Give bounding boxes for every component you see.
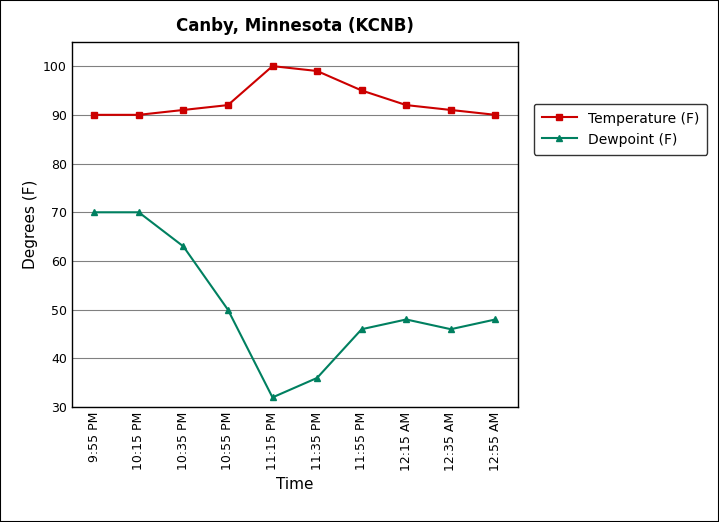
Dewpoint (F) [90,209,99,216]
Dewpoint (F) [402,316,411,323]
Y-axis label: Degrees (F): Degrees (F) [22,180,37,269]
Temperature (F) [357,87,366,93]
Legend: Temperature (F), Dewpoint (F): Temperature (F), Dewpoint (F) [533,103,707,155]
Temperature (F) [313,68,321,74]
Dewpoint (F) [268,394,277,400]
Temperature (F) [224,102,232,108]
Dewpoint (F) [446,326,455,333]
Dewpoint (F) [491,316,500,323]
Title: Canby, Minnesota (KCNB): Canby, Minnesota (KCNB) [176,17,413,34]
Dewpoint (F) [224,306,232,313]
Temperature (F) [90,112,99,118]
Dewpoint (F) [313,375,321,381]
Temperature (F) [179,107,188,113]
Temperature (F) [491,112,500,118]
Temperature (F) [446,107,455,113]
Temperature (F) [402,102,411,108]
Temperature (F) [268,63,277,69]
Line: Dewpoint (F): Dewpoint (F) [91,209,499,401]
Dewpoint (F) [179,243,188,250]
Dewpoint (F) [357,326,366,333]
Temperature (F) [134,112,143,118]
Dewpoint (F) [134,209,143,216]
X-axis label: Time: Time [276,477,313,492]
Line: Temperature (F): Temperature (F) [91,63,499,118]
